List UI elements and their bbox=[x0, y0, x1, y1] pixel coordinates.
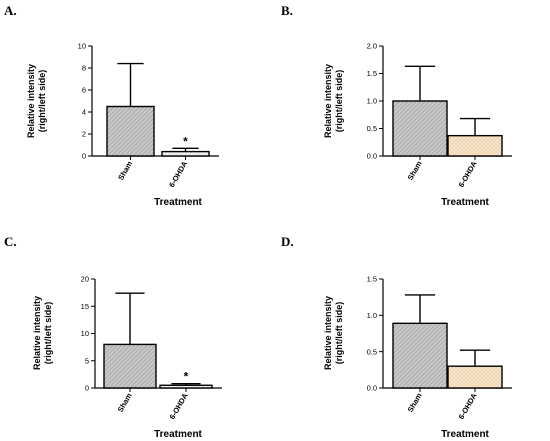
significance-marker-c: * bbox=[184, 370, 189, 384]
ylabel-d-line2: (right/left side) bbox=[334, 302, 344, 365]
y-tick-label-b: 0.5 bbox=[367, 124, 377, 133]
y-tick-label-a: 8 bbox=[82, 64, 86, 73]
ylabel-d-line1: Relative intensity bbox=[323, 296, 333, 370]
y-tick-label-d: 1.0 bbox=[367, 311, 377, 320]
bar-a-sham bbox=[106, 105, 155, 157]
bar-a-6-ohda bbox=[161, 150, 210, 157]
y-tick-label-d: 0.5 bbox=[367, 347, 377, 356]
bar-d-6-ohda bbox=[447, 365, 503, 389]
ylabel-a-line2: (right/left side) bbox=[37, 70, 47, 133]
category-label-c: Sham bbox=[116, 391, 134, 413]
y-tick-label-c: 5 bbox=[85, 356, 89, 365]
panel-a: A. Relative intensity (right/left side) … bbox=[4, 3, 219, 208]
ylabel-a-line1: Relative intensity bbox=[26, 64, 36, 138]
panel-letter-b: B. bbox=[281, 3, 293, 18]
y-tick-label-c: 0 bbox=[85, 384, 89, 393]
ylabel-c-line2: (right/left side) bbox=[43, 302, 53, 365]
y-tick-label-a: 6 bbox=[82, 86, 86, 95]
ylabel-b-line1: Relative intensity bbox=[323, 64, 333, 138]
category-label-b: 6-OHDA bbox=[457, 159, 479, 189]
category-label-d: Sham bbox=[406, 391, 424, 413]
y-tick-label-b: 1.0 bbox=[367, 97, 377, 106]
panel-d: D. Relative intensity (right/left side) … bbox=[281, 234, 512, 440]
ylabel-b-line2: (right/left side) bbox=[334, 70, 344, 133]
bar-c-6-ohda bbox=[159, 384, 213, 389]
y-tick-label-a: 0 bbox=[82, 152, 86, 161]
xlabel-c: Treatment bbox=[154, 429, 202, 440]
y-tick-label-d: 0.0 bbox=[367, 384, 377, 393]
y-tick-label-d: 1.5 bbox=[367, 275, 377, 284]
ylabel-c-line1: Relative intensity bbox=[32, 296, 42, 370]
bar-b-6-ohda bbox=[447, 134, 503, 157]
category-label-b: Sham bbox=[406, 159, 424, 181]
plot-area-b: 0.0 0.5 1.0 1.5 2.0 Sham 6-OHDA bbox=[367, 42, 512, 189]
y-tick-label-a: 10 bbox=[78, 42, 86, 51]
bar-d-sham bbox=[392, 322, 448, 389]
y-tick-label-c: 15 bbox=[81, 302, 89, 311]
bar-b-sham bbox=[392, 100, 448, 157]
category-label-a: 6-OHDA bbox=[167, 159, 189, 189]
xlabel-a: Treatment bbox=[154, 197, 202, 208]
xlabel-d: Treatment bbox=[441, 429, 489, 440]
y-tick-label-a: 2 bbox=[82, 130, 86, 139]
plot-area-d: 0.0 0.5 1.0 1.5 Sham 6-OHDA bbox=[367, 275, 512, 421]
y-tick-label-c: 20 bbox=[81, 275, 89, 284]
bar-c-sham bbox=[103, 343, 157, 389]
plot-area-c: 0 5 10 15 20 Sham 6-OHDA * bbox=[81, 275, 222, 421]
category-label-d: 6-OHDA bbox=[457, 391, 479, 421]
significance-marker-a: * bbox=[183, 134, 188, 148]
panel-b: B. Relative intensity (right/left side) … bbox=[281, 3, 512, 208]
panel-letter-a: A. bbox=[4, 3, 17, 18]
panel-letter-d: D. bbox=[281, 234, 294, 249]
category-label-a: Sham bbox=[116, 159, 134, 181]
y-tick-label-a: 4 bbox=[82, 108, 86, 117]
panel-c: C. Relative intensity (right/left side) … bbox=[4, 234, 222, 440]
xlabel-b: Treatment bbox=[441, 197, 489, 208]
panel-letter-c: C. bbox=[4, 234, 17, 249]
y-tick-label-b: 2.0 bbox=[367, 42, 377, 51]
y-tick-label-b: 1.5 bbox=[367, 69, 377, 78]
category-label-c: 6-OHDA bbox=[168, 391, 190, 421]
plot-area-a: 0 2 4 6 8 10 Sham 6-OHDA * bbox=[78, 42, 219, 189]
y-tick-label-c: 10 bbox=[81, 329, 89, 338]
y-tick-label-b: 0.0 bbox=[367, 152, 377, 161]
